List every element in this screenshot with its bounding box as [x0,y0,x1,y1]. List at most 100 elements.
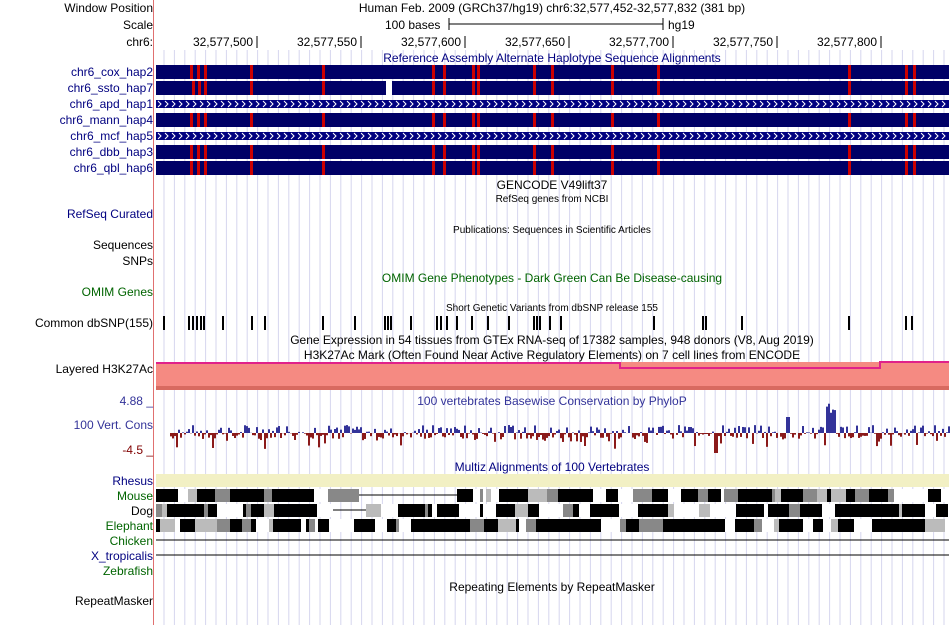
phylop-track-title[interactable]: 100 vertebrates Basewise Conservation by… [417,394,687,408]
multiz-species-rhesus[interactable]: Rhesus [112,474,153,488]
chevron-arrow [353,100,358,108]
mouse-alignment-block [698,489,708,502]
phylop-bar [528,433,530,435]
chevron-arrow [556,100,561,108]
multiz-species-mouse[interactable]: Mouse [116,489,153,503]
refseq-track-title[interactable]: RefSeq genes from NCBI [495,194,609,205]
assembly-label: hg19 [668,18,695,32]
chevron-arrow [696,100,701,108]
mouse-alignment-block [738,489,752,502]
chevron-arrow [675,132,680,140]
multiz-species-x-tropicalis[interactable]: X_tropicalis [90,549,153,563]
phylop-bar [276,427,278,433]
chevron-arrow [248,100,253,108]
chevron-arrow [423,100,428,108]
omim-track-title[interactable]: OMIM Gene Phenotypes - Dark Green Can Be… [381,271,723,285]
h3k27ac-track-title[interactable]: H3K27Ac Mark (Often Found Near Active Re… [303,348,801,362]
chevron-arrow [703,100,708,108]
chevron-arrow [234,132,239,140]
chevron-arrow [801,132,806,140]
phylop-bar [364,433,366,439]
haplotype-label-chr6-dbb-hap3[interactable]: chr6_dbb_hap3 [69,145,153,159]
chevron-arrow [836,100,841,108]
phylop-bar [248,427,250,433]
mouse-alignment-block [272,489,283,502]
repeatmasker-track-label[interactable]: RepeatMasker [74,594,153,608]
refseq-track-label[interactable]: RefSeq Curated [66,207,153,221]
dbsnp-track-label[interactable]: Common dbSNP(155) [34,316,153,330]
chevron-arrow [738,100,743,108]
gencode-track-title[interactable]: GENCODE V49lift37 [496,178,608,192]
phylop-bar [658,426,660,433]
multiz-species-zebrafish[interactable]: Zebrafish [102,564,153,578]
chevron-arrow [374,100,379,108]
phylop-bar [414,430,416,433]
phylop-bar [646,433,648,443]
haplotype-label-chr6-mcf-hap5[interactable]: chr6_mcf_hap5 [70,129,153,143]
phylop-bar [890,433,892,446]
phylop-bar [500,433,502,440]
phylop-bar [446,428,448,433]
phylop-bar [672,433,674,439]
phylop-bar [454,427,456,433]
phylop-bar [632,433,634,438]
phylop-bar [746,433,748,439]
phylop-bar [270,433,272,438]
mismatch-mark [432,145,435,159]
haplotype-label-chr6-ssto-hap7[interactable]: chr6_ssto_hap7 [67,81,153,95]
elephant-alignment-block [498,519,501,532]
phylop-bar [360,427,362,433]
mouse-alignment-block [547,489,558,502]
haplotype-label-chr6-apd-hap1[interactable]: chr6_apd_hap1 [69,97,153,111]
phylop-bar [234,433,236,439]
snps-label[interactable]: SNPs [122,254,153,268]
repeatmasker-track-title[interactable]: Repeating Elements by RepeatMasker [449,580,655,594]
h3k27ac-track-label[interactable]: Layered H3K27Ac [55,362,153,376]
phylop-bar [708,433,710,436]
chevron-arrow [822,100,827,108]
mouse-alignment-block [528,489,539,502]
chevron-arrow [780,132,785,140]
snp-tick [354,316,356,330]
phylop-bar [450,428,452,433]
phylop-bar [422,425,424,433]
multiz-track-title[interactable]: Multiz Alignments of 100 Vertebrates [454,460,650,474]
phylop-bar [402,433,404,437]
chevron-arrow [794,132,799,140]
mouse-alignment-block [912,489,924,502]
snp-tick [264,316,266,330]
multiz-species-chicken[interactable]: Chicken [109,534,153,548]
chevron-arrow [493,100,498,108]
phylop-bar [930,433,932,435]
phylop-bar [516,432,518,433]
alt-haplotype-track-title[interactable]: Reference Assembly Alternate Haplotype S… [383,51,721,65]
phylop-track-label[interactable]: 100 Vert. Cons [73,418,153,432]
gtex-track-title[interactable]: Gene Expression in 54 tissues from GTEx … [290,333,814,347]
haplotype-label-chr6-mann-hap4[interactable]: chr6_mann_hap4 [59,113,153,127]
publications-track-label[interactable]: Sequences [92,238,153,252]
phylop-bar [628,426,630,433]
multiz-species-dog[interactable]: Dog [130,504,153,518]
phylop-bar [798,433,800,439]
publications-track-title[interactable]: Publications: Sequences in Scientific Ar… [453,225,651,236]
haplotype-label-chr6-cox-hap2[interactable]: chr6_cox_hap2 [70,65,153,79]
haplotype-label-chr6-qbl-hap6[interactable]: chr6_qbl_hap6 [73,161,153,175]
phylop-bar [460,433,462,437]
snp-tick [487,316,489,330]
elephant-alignment-block [201,519,217,532]
chevron-arrow [766,100,771,108]
dog-alignment-block [208,504,214,517]
multiz-species-elephant[interactable]: Elephant [105,519,153,533]
phylop-bar [618,433,620,439]
phylop-bar [518,430,520,433]
omim-track-label[interactable]: OMIM Genes [81,285,153,299]
elephant-alignment-block [762,519,774,532]
mouse-alignment-block [463,489,473,502]
dog-alignment-block [280,504,285,517]
elephant-alignment-block [854,519,865,532]
phylop-bar [366,431,368,433]
snp-tick [163,316,165,330]
mismatch-mark [197,145,200,159]
dbsnp-track-title[interactable]: Short Genetic Variants from dbSNP releas… [446,303,658,314]
